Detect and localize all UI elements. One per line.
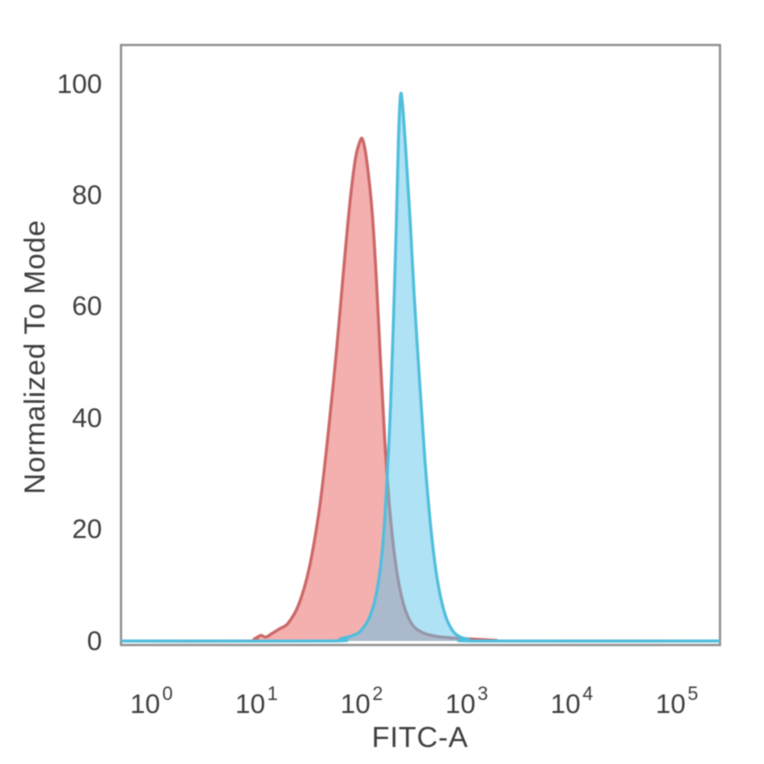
- x-tick-label: 10 3: [445, 681, 488, 718]
- x-tick-label: 10 1: [235, 681, 278, 718]
- y-tick-label: 60: [71, 291, 102, 322]
- x-axis-title: FITC-A: [371, 722, 469, 754]
- y-tick-label: 20: [71, 514, 102, 545]
- y-tick-label: 80: [71, 179, 102, 210]
- y-tick-label: 40: [71, 402, 102, 433]
- y-tick-label: 100: [56, 68, 102, 99]
- x-tick-exponent: 3: [477, 684, 489, 705]
- x-tick-exponent: 1: [267, 684, 278, 705]
- x-tick-base: 10: [340, 689, 371, 719]
- x-tick-base: 10: [130, 689, 161, 719]
- cyan-histogram-curve: [121, 91, 720, 643]
- x-tick-base: 10: [445, 689, 476, 719]
- x-tick-label: 10 4: [551, 681, 594, 718]
- x-tick-exponent: 2: [372, 684, 383, 705]
- y-tick-label: 0: [86, 625, 102, 656]
- x-tick-exponent: 0: [162, 684, 173, 705]
- y-axis-title: Normalized To Mode: [19, 219, 52, 495]
- x-tick-label: 10 2: [340, 681, 383, 718]
- x-tick-label: 10 5: [656, 681, 699, 718]
- plot-border: [119, 43, 722, 647]
- x-tick-exponent: 4: [582, 684, 594, 705]
- cyan-histogram-fill: [121, 93, 720, 642]
- x-tick-exponent: 5: [687, 684, 699, 705]
- x-tick-label: 10 0: [130, 681, 173, 718]
- x-tick-base: 10: [655, 689, 686, 719]
- x-tick-base: 10: [550, 689, 581, 719]
- x-tick-base: 10: [235, 689, 266, 719]
